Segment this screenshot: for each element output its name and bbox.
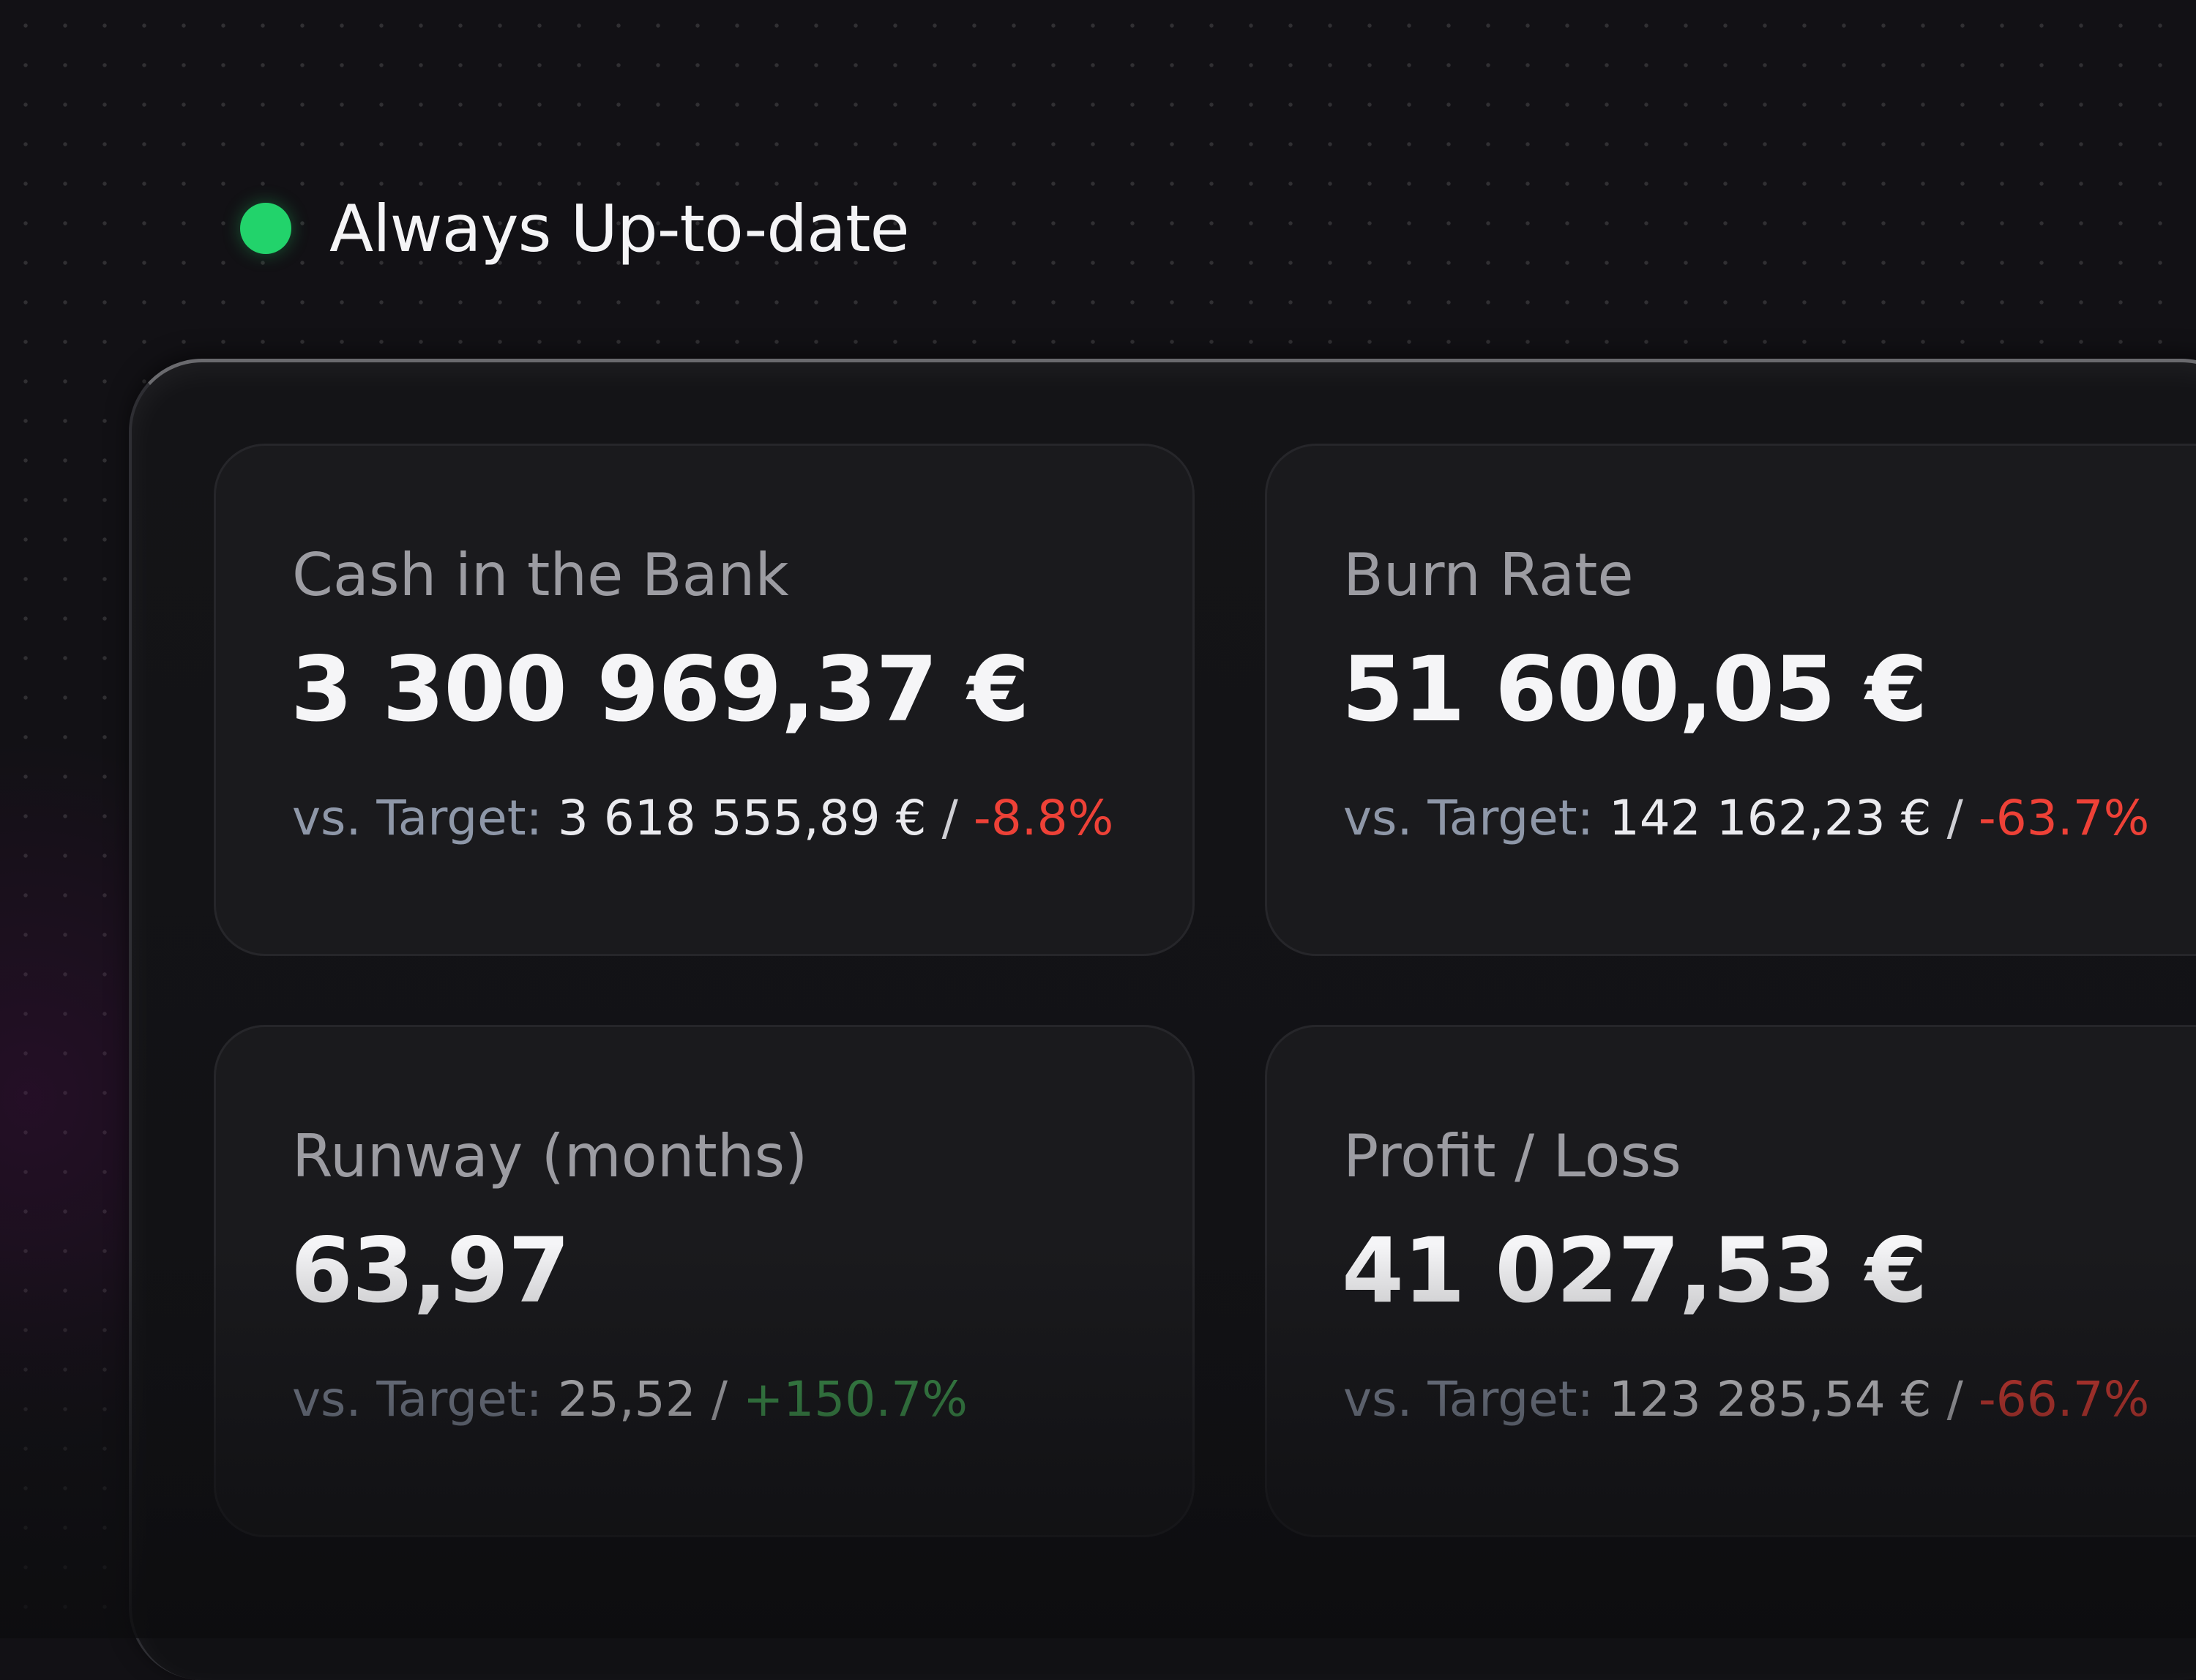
metric-card-cash-in-bank[interactable]: Cash in the Bank 3 300 969,37 € vs. Targ… bbox=[214, 444, 1195, 956]
status-label: Always Up-to-date bbox=[329, 190, 910, 266]
metric-title: Profit / Loss bbox=[1343, 1122, 1681, 1190]
metric-title: Cash in the Bank bbox=[292, 541, 789, 609]
target-delta: -8.8% bbox=[973, 790, 1114, 846]
target-delta: -63.7% bbox=[1978, 790, 2150, 846]
metric-target-line: vs. Target: 3 618 555,89 € / -8.8% bbox=[292, 790, 1113, 846]
target-value: 142 162,23 € bbox=[1608, 790, 1932, 846]
status-indicator: Always Up-to-date bbox=[240, 183, 910, 274]
status-dot-icon bbox=[240, 203, 291, 254]
target-separator: / bbox=[1946, 1371, 1963, 1427]
metric-target-line: vs. Target: 142 162,23 € / -63.7% bbox=[1343, 790, 2149, 846]
target-value: 3 618 555,89 € bbox=[557, 790, 927, 846]
target-value: 25,52 bbox=[557, 1371, 696, 1427]
metric-target-line: vs. Target: 25,52 / +150.7% bbox=[292, 1371, 968, 1427]
target-separator: / bbox=[941, 790, 958, 846]
metric-target-line: vs. Target: 123 285,54 € / -66.7% bbox=[1343, 1371, 2149, 1427]
target-label: vs. Target: bbox=[292, 790, 542, 846]
target-label: vs. Target: bbox=[1343, 790, 1594, 846]
metric-card-burn-rate[interactable]: Burn Rate 51 600,05 € vs. Target: 142 16… bbox=[1265, 444, 2196, 956]
target-separator: / bbox=[711, 1371, 728, 1427]
metric-card-profit-loss[interactable]: Profit / Loss 41 027,53 € vs. Target: 12… bbox=[1265, 1025, 2196, 1537]
target-delta: +150.7% bbox=[742, 1371, 968, 1427]
target-label: vs. Target: bbox=[1343, 1371, 1594, 1427]
metric-title: Runway (months) bbox=[292, 1122, 808, 1190]
metric-value: 41 027,53 € bbox=[1342, 1219, 1927, 1323]
metric-title: Burn Rate bbox=[1343, 541, 1634, 609]
target-value: 123 285,54 € bbox=[1608, 1371, 1932, 1427]
metric-card-runway[interactable]: Runway (months) 63,97 vs. Target: 25,52 … bbox=[214, 1025, 1195, 1537]
metric-value: 3 300 969,37 € bbox=[291, 638, 1030, 742]
target-delta: -66.7% bbox=[1978, 1371, 2150, 1427]
metric-value: 51 600,05 € bbox=[1342, 638, 1927, 742]
target-separator: / bbox=[1946, 790, 1963, 846]
target-label: vs. Target: bbox=[292, 1371, 542, 1427]
metric-value: 63,97 bbox=[291, 1219, 570, 1323]
